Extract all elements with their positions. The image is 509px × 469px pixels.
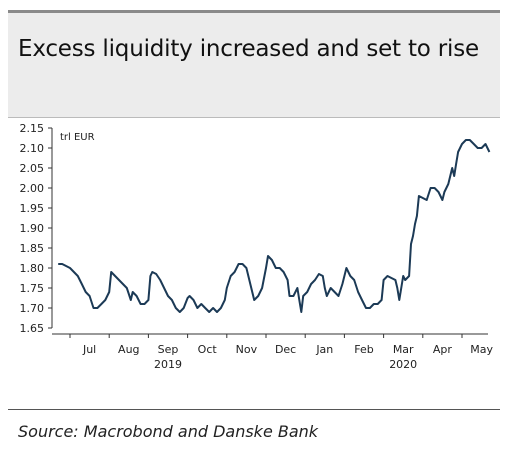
x-tick-label: Jul	[82, 343, 96, 356]
series-line	[58, 139, 491, 313]
x-tick-label: Dec	[275, 343, 296, 356]
x-year-label: 2019	[154, 358, 182, 371]
x-tick-label: Feb	[354, 343, 373, 356]
y-tick-label: 1.90	[20, 222, 45, 235]
source-rule	[8, 409, 500, 410]
x-tick-label: Aug	[118, 343, 139, 356]
x-tick-label: Oct	[198, 343, 218, 356]
y-tick-label: 1.80	[20, 262, 45, 275]
top-rule	[8, 10, 500, 13]
y-tick-label: 1.65	[20, 322, 45, 335]
y-tick-label: 1.75	[20, 282, 45, 295]
x-tick-label: Jan	[315, 343, 333, 356]
y-tick-label: 2.15	[20, 122, 45, 135]
y-tick-label: 2.10	[20, 142, 45, 155]
chart-area: 2.15 2.10 2.05 2.00 1.95 1.90 1.85 1.80 1.75 1.70…	[8, 117, 500, 418]
chart-title: Excess liquidity increased and set to ri…	[18, 36, 479, 62]
y-tick-label: 1.85	[20, 242, 45, 255]
chart-panel: Excess liquidity increased and set to ri…	[8, 10, 500, 459]
line-chart: 2.15 2.10 2.05 2.00 1.95 1.90 1.85 1.80 1.75 1.70…	[20, 122, 494, 371]
x-tick-label: Nov	[236, 343, 258, 356]
title-box: Excess liquidity increased and set to ri…	[8, 13, 500, 117]
x-tick-label: Apr	[433, 343, 453, 356]
unit-label: trl EUR	[60, 132, 95, 143]
y-tick-label: 2.05	[20, 162, 45, 175]
source-note: Source: Macrobond and Danske Bank	[18, 422, 319, 441]
x-tick-label: Sep	[158, 343, 179, 356]
x-tick-label: Mar	[393, 343, 414, 356]
y-tick-label: 2.00	[20, 182, 45, 195]
y-tick-label: 1.95	[20, 202, 45, 215]
y-tick-label: 1.70	[20, 302, 45, 315]
x-tick-label: May	[470, 343, 493, 356]
x-year-label: 2020	[389, 358, 417, 371]
